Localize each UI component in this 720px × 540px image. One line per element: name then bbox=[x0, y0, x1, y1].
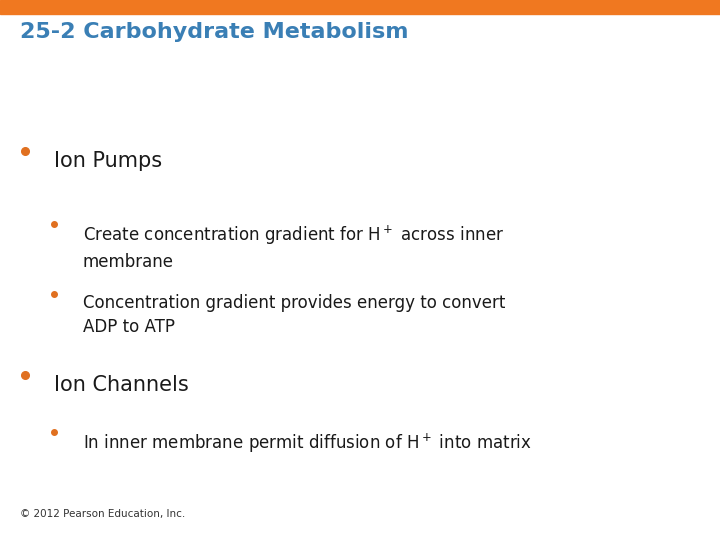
Text: 25-2 Carbohydrate Metabolism: 25-2 Carbohydrate Metabolism bbox=[20, 22, 409, 42]
Text: Ion Channels: Ion Channels bbox=[54, 375, 189, 395]
Text: Create concentration gradient for H$^+$ across inner
membrane: Create concentration gradient for H$^+$ … bbox=[83, 224, 504, 271]
Text: In inner membrane permit diffusion of H$^+$ into matrix: In inner membrane permit diffusion of H$… bbox=[83, 432, 531, 455]
Text: © 2012 Pearson Education, Inc.: © 2012 Pearson Education, Inc. bbox=[20, 509, 186, 519]
Text: Concentration gradient provides energy to convert
ADP to ATP: Concentration gradient provides energy t… bbox=[83, 294, 505, 336]
Bar bbox=[0, 0, 720, 14]
Text: Ion Pumps: Ion Pumps bbox=[54, 151, 162, 171]
